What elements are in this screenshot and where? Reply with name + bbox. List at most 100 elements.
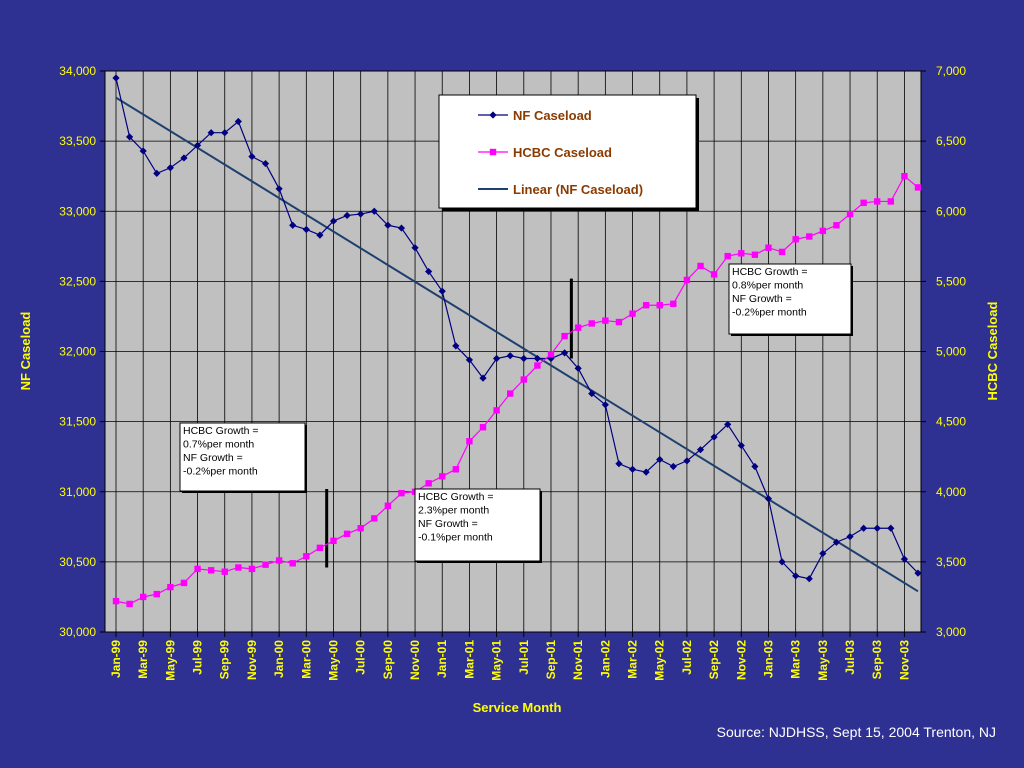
hcbc-point — [493, 407, 500, 414]
nf-point — [384, 221, 392, 229]
trendline-nf — [115, 96, 919, 593]
hcbc-point — [751, 251, 759, 258]
nf-point — [221, 129, 229, 137]
hcbc-point — [629, 310, 636, 317]
nf-point — [696, 446, 705, 454]
nf-point — [125, 133, 134, 141]
x-tick-label: Mar-99 — [136, 640, 150, 679]
nf-point — [778, 558, 786, 566]
x-tick-label: Nov-01 — [571, 640, 585, 680]
hcbc-point — [384, 502, 392, 509]
nf-point — [506, 352, 514, 360]
nf-point — [112, 74, 120, 82]
x-tick-label: Sep-99 — [218, 640, 232, 680]
x-tick-label: Mar-01 — [462, 640, 476, 679]
annotation-text: NF Growth = — [418, 518, 478, 530]
nf-point — [248, 152, 256, 161]
nf-point — [452, 342, 460, 350]
legend-label: Linear (NF Caseload) — [513, 182, 643, 197]
hcbc-point — [833, 222, 840, 229]
nf-point — [724, 420, 732, 429]
x-tick-label: Jan-03 — [761, 640, 775, 678]
hcbc-point — [806, 233, 813, 240]
nf-point — [588, 389, 596, 398]
annotation-frame — [414, 488, 541, 562]
gridlines — [105, 70, 921, 633]
y-tick-label-right: 4,500 — [936, 415, 966, 429]
hcbc-point — [235, 564, 242, 571]
hcbc-point — [221, 568, 228, 575]
x-tick-label: Nov-02 — [734, 640, 748, 680]
x-tick-label: Mar-00 — [299, 640, 313, 679]
x-tick-label: Jul-00 — [354, 640, 368, 675]
hcbc-point — [289, 560, 296, 567]
y-axis-right-title: HCBC Caseload — [985, 301, 1000, 400]
nf-point — [275, 185, 283, 193]
x-axis-title: Service Month — [473, 700, 562, 715]
nf-point — [615, 460, 623, 468]
annotation-text: HCBC Growth = — [183, 425, 259, 437]
nf-point — [900, 555, 909, 563]
hcbc-point — [275, 557, 283, 564]
annotation-text: -0.2%per month — [183, 466, 258, 478]
y-tick-label-left: 32,000 — [59, 345, 96, 359]
y-tick-label-left: 33,500 — [59, 134, 96, 148]
nf-point — [180, 154, 188, 162]
series-nf-caseload — [112, 74, 922, 583]
hcbc-point — [479, 424, 487, 431]
nf-point — [357, 210, 365, 218]
hcbc-point — [248, 565, 256, 573]
hcbc-point — [615, 318, 623, 326]
x-tick-label: Jul-03 — [843, 640, 857, 675]
nf-point — [764, 495, 773, 503]
hcbc-point — [710, 271, 718, 278]
x-tick-label: Mar-02 — [626, 640, 640, 679]
y-tick-label-right: 4,000 — [936, 485, 966, 499]
hcbc-point — [914, 184, 922, 191]
x-ticks: Jan-99 Mar-99 May-99 Jul-99 Sep-99 Nov-99 Jan-… — [109, 632, 911, 681]
nf-point — [601, 401, 609, 409]
nf-point — [343, 211, 351, 220]
x-tick-label: Nov-00 — [408, 640, 422, 680]
annotation-text: NF Growth = — [732, 293, 792, 305]
nf-point — [873, 524, 881, 532]
legend-swatch-marker — [489, 111, 497, 119]
y-tick-label-right: 3,500 — [936, 555, 966, 569]
hcbc-point — [574, 324, 582, 331]
nf-point — [642, 468, 650, 476]
nf-point — [887, 524, 895, 532]
period-dividers — [325, 278, 573, 568]
x-tick-label: Jan-01 — [435, 640, 449, 678]
x-tick-label: Nov-03 — [897, 640, 911, 680]
nf-line — [115, 77, 919, 580]
nf-point — [166, 164, 174, 172]
hcbc-point — [153, 590, 160, 598]
annotation-frame — [728, 263, 852, 335]
x-tick-label: Jul-99 — [191, 640, 205, 675]
x-tick-label: Jul-02 — [680, 640, 694, 675]
hcbc-point — [507, 390, 514, 397]
nf-point — [656, 455, 664, 464]
nf-point — [193, 141, 202, 149]
nf-point — [153, 169, 161, 177]
hcbc-point — [642, 302, 650, 309]
hcbc-point — [112, 597, 120, 605]
source-note: Source: NJDHSS, Sept 15, 2004 Trenton, N… — [716, 724, 996, 740]
x-tick-label: May-00 — [326, 640, 340, 681]
nf-point — [370, 207, 378, 215]
nf-point — [411, 244, 419, 252]
x-tick-label: Jan-02 — [598, 640, 612, 678]
hcbc-point — [656, 302, 663, 309]
x-tick-label: Mar-03 — [789, 640, 803, 679]
hcbc-point — [303, 553, 310, 560]
hcbc-point — [425, 480, 432, 487]
hcbc-point — [901, 172, 908, 180]
hcbc-point — [547, 351, 555, 358]
hcbc-point — [860, 199, 867, 207]
y-tick-label-left: 32,500 — [59, 274, 96, 288]
y-tick-label-left: 31,000 — [59, 485, 96, 499]
y-tick-label-left: 31,500 — [59, 415, 96, 429]
